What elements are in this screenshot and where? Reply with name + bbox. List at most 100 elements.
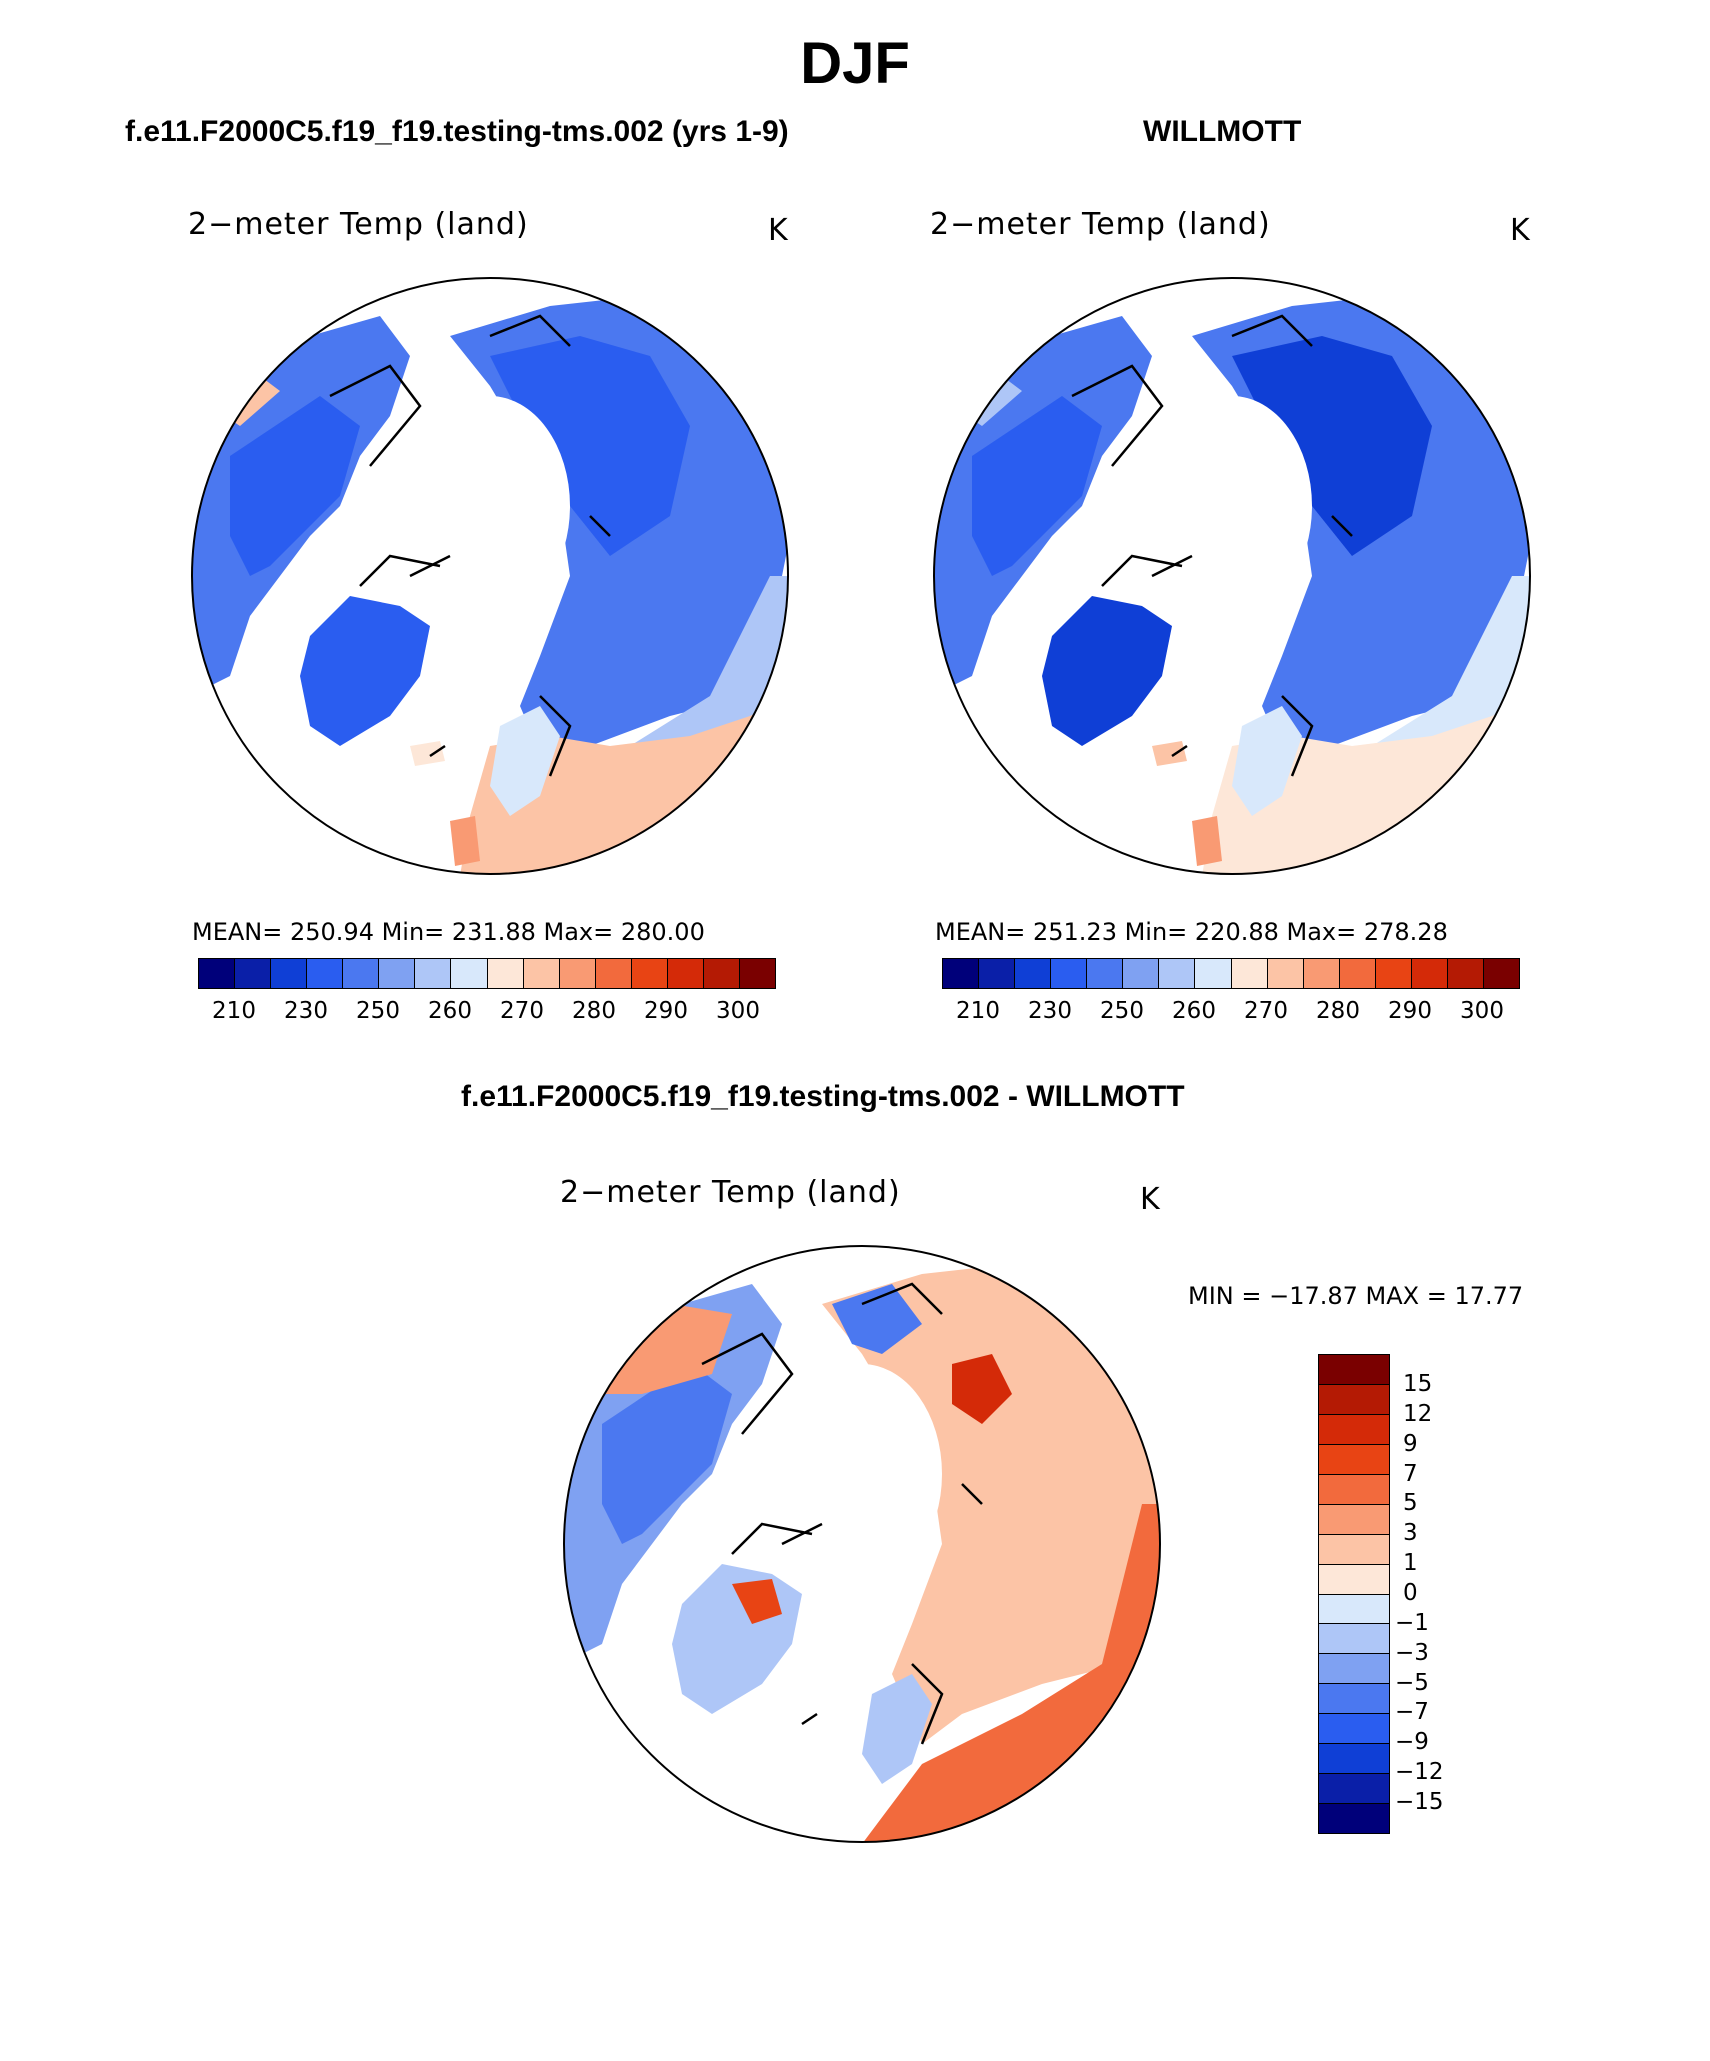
colorbar-swatch: [199, 959, 236, 988]
colorbar-swatch: [1319, 1564, 1389, 1595]
right-colorbar-tick: 260: [1172, 998, 1216, 1024]
colorbar-swatch: [1411, 959, 1448, 988]
siberia-cold-core: [1232, 336, 1432, 556]
diff-colorbar-tick: 3: [1403, 1520, 1418, 1546]
left-colorbar-tick: 250: [356, 998, 400, 1024]
right-colorbar-tick: 300: [1460, 998, 1504, 1024]
colorbar-swatch: [943, 959, 980, 988]
colorbar-swatch: [559, 959, 596, 988]
diff-colorbar: [1318, 1354, 1390, 1834]
greenland-warm-spot: [732, 1579, 782, 1624]
left-panel-header: f.e11.F2000C5.f19_f19.testing-tms.002 (y…: [125, 115, 789, 148]
diff-colorbar-tick: 1: [1403, 1550, 1418, 1576]
scandinavia: [490, 706, 560, 816]
left-colorbar: [198, 958, 776, 989]
left-panel-stats: MEAN= 250.94 Min= 231.88 Max= 280.00: [192, 918, 705, 946]
right-colorbar-tick: 230: [1028, 998, 1072, 1024]
coastlines: [1071, 314, 1353, 777]
colorbar-swatch: [1159, 959, 1196, 988]
diff-panel-subtitle: 2−meter Temp (land): [560, 1175, 901, 1210]
right-colorbar-tick: 290: [1388, 998, 1432, 1024]
colorbar-swatch: [307, 959, 344, 988]
diff-panel-header: f.e11.F2000C5.f19_f19.testing-tms.002 - …: [461, 1080, 1185, 1113]
left-colorbar-tick: 290: [644, 998, 688, 1024]
diff-colorbar-tick: −12: [1395, 1759, 1444, 1785]
coastlines: [329, 314, 611, 777]
left-colorbar-tick: 230: [284, 998, 328, 1024]
british-isles: [450, 816, 480, 866]
colorbar-swatch: [271, 959, 308, 988]
diff-colorbar-tick: −5: [1395, 1670, 1429, 1696]
colorbar-swatch: [379, 959, 416, 988]
colorbar-swatch: [1015, 959, 1052, 988]
colorbar-swatch: [1303, 959, 1340, 988]
colorbar-swatch: [631, 959, 668, 988]
left-panel-subtitle: 2−meter Temp (land): [188, 207, 529, 242]
right-panel-units: K: [1510, 213, 1531, 248]
arctic-ocean: [782, 1364, 942, 1584]
colorbar-swatch: [1319, 1594, 1389, 1625]
canada-anomaly: [602, 1364, 732, 1544]
colorbar-swatch: [235, 959, 272, 988]
colorbar-swatch: [1319, 1684, 1389, 1715]
diff-colorbar-tick: 5: [1403, 1490, 1418, 1516]
colorbar-swatch: [1319, 1744, 1389, 1775]
left-polar-map: [191, 277, 789, 875]
colorbar-swatch: [1319, 1804, 1389, 1833]
colorbar-swatch: [703, 959, 740, 988]
canada-cold-region: [230, 396, 360, 576]
colorbar-swatch: [1319, 1534, 1389, 1565]
colorbar-swatch: [1339, 959, 1376, 988]
colorbar-swatch: [1267, 959, 1304, 988]
colorbar-swatch: [979, 959, 1016, 988]
colorbar-swatch: [739, 959, 775, 988]
right-panel-subtitle: 2−meter Temp (land): [930, 207, 1271, 242]
colorbar-swatch: [1319, 1384, 1389, 1415]
right-colorbar: [942, 958, 1520, 989]
colorbar-swatch: [415, 959, 452, 988]
diff-colorbar-tick: 15: [1403, 1371, 1433, 1397]
colorbar-swatch: [1375, 959, 1412, 988]
scandinavia: [1232, 706, 1302, 816]
right-colorbar-tick: 280: [1316, 998, 1360, 1024]
left-colorbar-tick: 280: [572, 998, 616, 1024]
arctic-ocean: [410, 396, 570, 616]
colorbar-swatch: [1123, 959, 1160, 988]
right-colorbar-tick: 250: [1100, 998, 1144, 1024]
british-isles: [1192, 816, 1222, 866]
left-colorbar-tick: 260: [428, 998, 472, 1024]
diff-panel-stats: MIN = −17.87 MAX = 17.77: [1188, 1282, 1524, 1310]
left-colorbar-tick: 300: [716, 998, 760, 1024]
colorbar-swatch: [1051, 959, 1088, 988]
diff-colorbar-tick: 9: [1403, 1431, 1418, 1457]
colorbar-swatch: [1319, 1624, 1389, 1655]
diff-colorbar-tick: −3: [1395, 1640, 1429, 1666]
diff-colorbar-tick: 0: [1403, 1580, 1418, 1606]
colorbar-swatch: [595, 959, 632, 988]
colorbar-swatch: [1319, 1355, 1389, 1385]
right-panel-stats: MEAN= 251.23 Min= 220.88 Max= 278.28: [935, 918, 1448, 946]
left-panel-units: K: [768, 213, 789, 248]
right-colorbar-tick: 270: [1244, 998, 1288, 1024]
colorbar-swatch: [1195, 959, 1232, 988]
colorbar-swatch: [667, 959, 704, 988]
colorbar-swatch: [487, 959, 524, 988]
iceland: [1152, 741, 1187, 766]
right-panel-header: WILLMOTT: [1143, 115, 1302, 148]
diff-colorbar-tick: −7: [1395, 1699, 1429, 1725]
colorbar-swatch: [1319, 1474, 1389, 1505]
right-colorbar-tick: 210: [956, 998, 1000, 1024]
siberia-warm-core: [952, 1354, 1012, 1424]
diff-polar-map: [563, 1245, 1161, 1843]
colorbar-swatch: [523, 959, 560, 988]
colorbar-swatch: [1319, 1414, 1389, 1445]
colorbar-swatch: [1483, 959, 1519, 988]
colorbar-swatch: [1319, 1444, 1389, 1475]
colorbar-swatch: [1319, 1774, 1389, 1805]
siberia-cold-core: [490, 336, 690, 556]
siberia-cool-patch: [832, 1284, 922, 1354]
right-polar-map: [933, 277, 1531, 875]
greenland: [1042, 596, 1172, 746]
canada-cold-region: [972, 396, 1102, 576]
diff-colorbar-tick: −9: [1395, 1729, 1429, 1755]
